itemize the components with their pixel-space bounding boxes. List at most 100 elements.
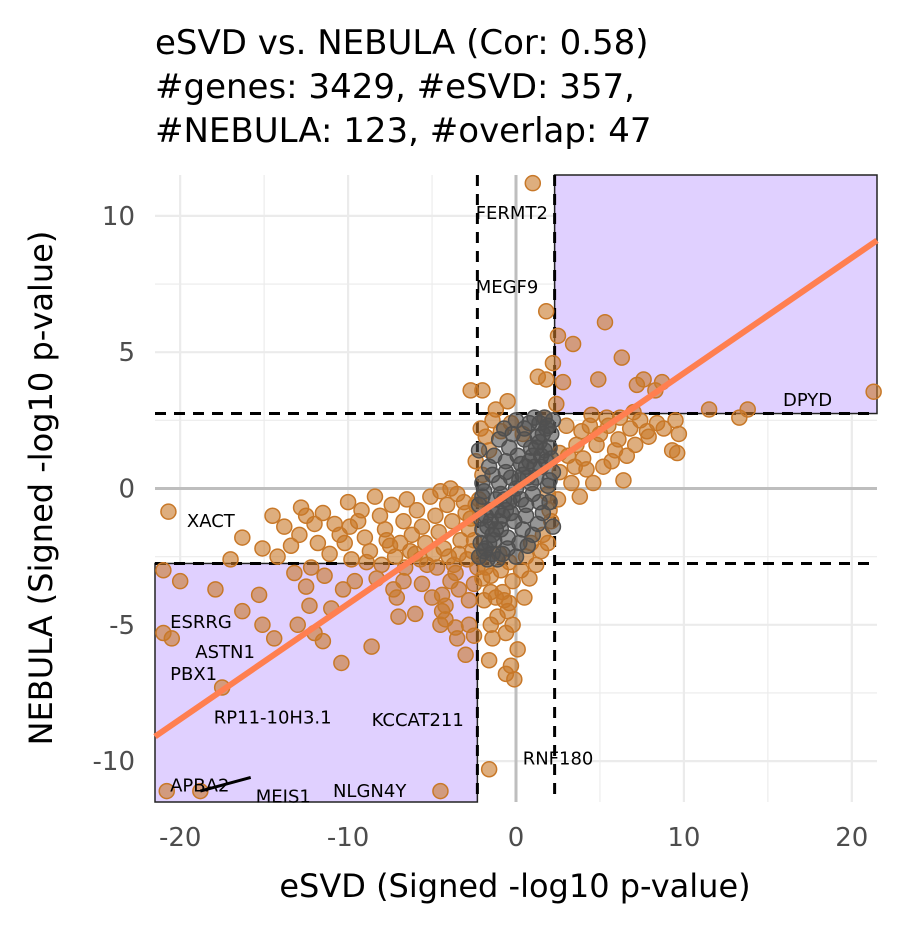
nonsignificant-point (517, 507, 535, 525)
significant-point (302, 559, 320, 576)
significant-point (626, 436, 644, 454)
significant-point (648, 414, 666, 432)
significant-point (356, 529, 374, 546)
significant-point (391, 534, 409, 552)
significant-point (234, 602, 251, 620)
significant-point (413, 518, 431, 535)
significant-point (343, 551, 360, 568)
significant-point (635, 371, 652, 388)
significant-point (700, 401, 718, 418)
significant-point (670, 425, 688, 443)
significant-point (621, 420, 639, 437)
regression-line (153, 237, 879, 740)
significant-point (388, 589, 406, 606)
significant-point (472, 420, 489, 437)
nonsignificant-point (490, 431, 508, 448)
labeled-gene-point (524, 174, 542, 192)
significant-point (509, 641, 526, 658)
significant-point (390, 608, 407, 625)
significant-point (442, 480, 459, 497)
significant-point (353, 502, 370, 519)
significant-point (407, 605, 424, 623)
significant-point (276, 518, 293, 535)
significant-point (465, 627, 483, 644)
significant-point (234, 529, 251, 546)
nonsignificant-point (512, 455, 530, 473)
significant-point (474, 382, 491, 399)
significant-point (668, 444, 686, 462)
significant-point (314, 504, 332, 522)
axis-ticks: -20 -10 0 10 20 -10 -5 0 5 10 (93, 202, 869, 853)
significant-point (544, 354, 562, 372)
y-tick-label: 0 (118, 475, 135, 505)
significant-point (423, 589, 441, 606)
significant-point (457, 646, 474, 664)
significant-point (336, 534, 353, 552)
significant-point (499, 393, 516, 410)
data-points (155, 174, 882, 800)
significant-point (564, 335, 582, 353)
nonsignificant-point (470, 442, 488, 459)
significant-point (264, 507, 281, 525)
significant-point (584, 474, 602, 492)
significant-point (339, 493, 357, 511)
significant-point (537, 371, 555, 388)
significant-point (495, 592, 513, 609)
significant-point (269, 548, 286, 565)
significant-point (554, 373, 572, 391)
significant-point (563, 474, 580, 492)
significant-point (371, 507, 389, 525)
nonsignificant-point (544, 518, 562, 535)
significant-point (465, 575, 483, 593)
chart-title-line-3: #NEBULA: 123, #overlap: 47 (155, 111, 651, 151)
significant-point (618, 447, 636, 465)
nonsignificant-point (524, 526, 542, 544)
significant-point (254, 616, 271, 634)
significant-point (548, 395, 565, 413)
nonsignificant-point (529, 428, 547, 445)
significant-point (265, 630, 283, 647)
significant-point (640, 428, 657, 445)
quadrant-upper-right (553, 174, 878, 415)
nonsignificant-point (499, 540, 516, 557)
nonsignificant-point (516, 420, 533, 437)
gene-label-megf9: MEGF9 (476, 277, 539, 298)
significant-point (250, 586, 268, 604)
significant-point (480, 651, 498, 669)
significant-point (222, 551, 239, 568)
significant-point (484, 630, 501, 647)
significant-point (301, 597, 318, 614)
x-tick-label: -10 (327, 823, 369, 853)
labeled-gene-point (163, 630, 181, 647)
significant-point (583, 406, 600, 424)
x-tick-label: 20 (835, 823, 868, 853)
x-tick-label: 0 (508, 823, 525, 853)
gene-label-nlgn4y: NLGN4Y (333, 781, 407, 802)
nonsignificant-point (539, 417, 557, 435)
significant-point (460, 592, 478, 609)
labeled-gene-point (160, 503, 177, 520)
nonsignificant-point (474, 488, 491, 505)
significant-point (549, 327, 567, 345)
significant-point (341, 518, 359, 535)
significant-point (282, 537, 300, 554)
significant-point (286, 564, 303, 582)
significant-point (363, 638, 380, 655)
significant-point (448, 630, 466, 647)
significant-point (378, 532, 395, 549)
significant-point (615, 472, 632, 489)
significant-point (292, 499, 310, 516)
significant-point (316, 567, 333, 584)
nonsignificant-point (502, 504, 520, 522)
significant-point (442, 572, 459, 590)
gene-label-kccat211: KCCAT211 (372, 710, 464, 731)
significant-point (739, 401, 756, 418)
y-tick-label: -5 (109, 611, 135, 641)
gene-label-xact: XACT (187, 511, 236, 532)
gene-label-apba2: APBA2 (170, 776, 229, 797)
significant-point (309, 534, 327, 552)
significant-point (171, 572, 189, 590)
labeled-gene-point (865, 383, 882, 400)
significant-point (207, 581, 224, 598)
